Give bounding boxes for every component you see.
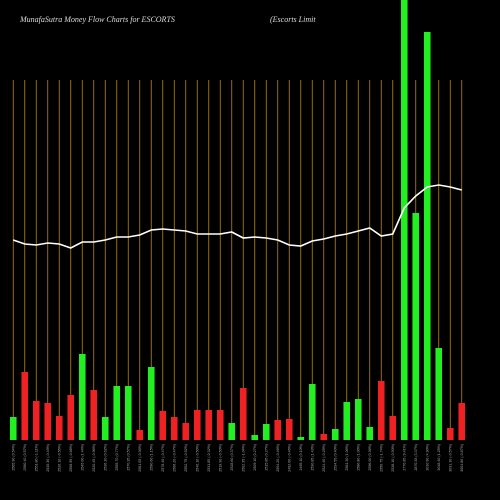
bar [320,434,328,440]
bar [205,410,213,440]
x-tick-label: 3031.10 (-0.57%) [448,444,452,472]
bar [32,401,40,440]
x-tick-label: 2519.30 (-0.50%) [218,444,222,472]
bar [400,0,408,440]
x-tick-label: 2524.40 (-0.25%) [322,444,326,472]
x-tick-label: 2555.70 (0.77%) [115,444,119,471]
x-tick-label: 2520.45 (-0.96%) [92,444,96,472]
bar [389,416,397,440]
bar [159,411,167,440]
bar [113,386,121,440]
x-tick-label: 2596.00 (0.36%) [368,444,372,471]
x-tick-label: 2552.75 (-0.52%) [184,444,188,472]
lines [12,184,462,249]
x-tick-label: 2566.20 (-0.47%) [172,444,176,472]
bars [9,0,466,440]
money-flow-line [12,184,462,249]
x-tick-label: 2504.20 (-0.46%) [276,444,280,472]
bar [44,403,52,440]
x-tick-label: 2870.35 (3.37%) [414,444,418,471]
x-tick-label: 2561.05 (-0.36%) [138,444,142,472]
x-tick-label: 2530.85 (1.43%) [310,444,314,471]
chart-subtitle: (Escorts Limit [270,15,316,24]
x-tick-label: 2540.30 (-0.45%) [46,444,50,472]
bar [124,386,132,440]
x-tick-label: 2580.40 (0.57%) [23,444,27,471]
x-tick-label: 2495.10 (0.10%) [299,444,303,471]
bar [331,429,339,440]
x-tick-label: 2531.85 (-0.32%) [207,444,211,472]
bar [423,32,431,440]
x-tick-label: 2565.90 (0.54%) [11,444,15,471]
x-tick-label: 2550.75 (-1.74%) [379,444,383,472]
bar [446,428,454,440]
x-tick-label: 2586.80 (1.00%) [356,444,360,471]
x-tick-label: 2776.85 (9.41%) [402,444,406,471]
bar [182,423,190,440]
x-tick-label: 2540.10 (-0.50%) [195,444,199,472]
x-tick-label: 2515.85 (0.27%) [264,444,268,471]
x-tick-label: 2526.10 (-0.56%) [57,444,61,472]
bar [412,213,420,440]
bar [308,384,316,440]
bar [136,430,144,440]
x-tick-label: 2551.80 (-1.11%) [34,444,38,472]
x-tick-label: 2590.60 (1.15%) [149,444,153,471]
x-tick-label: 3010.90 (4.90%) [425,444,429,471]
bar [9,417,17,440]
x-tick-label: 2509.10 (0.27%) [253,444,257,471]
bar [170,417,178,440]
labels: 2565.90 (0.54%) 2580.40 (0.57%) 2551.80 (-… [11,444,464,472]
bar [90,390,98,440]
bar [147,367,155,440]
bar [262,424,270,440]
bar [354,399,362,440]
bar [55,416,63,440]
x-tick-label: 3048.40 (1.25%) [437,444,441,471]
bar [78,354,86,440]
x-tick-label: 2578.40 (-0.47%) [161,444,165,472]
chart-title: MunafaSutra Money Flow Charts for ESCORT… [19,15,175,24]
bar [285,419,293,440]
x-tick-label: 2536.10 (0.62%) [103,444,107,471]
bar [251,435,259,440]
bar [228,423,236,440]
x-tick-label: 2545.00 (1.44%) [80,444,84,471]
x-tick-label: 2538.10 (-0.50%) [391,444,395,472]
x-tick-label: 2492.60 (-0.46%) [287,444,291,472]
bar [343,402,351,440]
bar [297,437,305,440]
x-tick-label: 2502.35 (-1.04%) [241,444,245,472]
bar [67,395,75,440]
x-tick-label: 2528.60 (0.37%) [230,444,234,471]
bar [435,348,443,440]
bar [101,417,109,440]
bar [274,420,282,440]
x-tick-label: 2534.55 (0.40%) [333,444,337,471]
bar [377,381,385,440]
bar [21,372,29,440]
bar [216,410,224,440]
x-tick-label: 2570.35 (0.57%) [126,444,130,471]
x-tick-label: 2561.30 (1.06%) [345,444,349,471]
x-tick-label: 3004.80 (-0.87%) [460,444,464,472]
bar [239,388,247,440]
bar [193,410,201,440]
bar [366,427,374,440]
x-tick-label: 2508.95 (-0.68%) [69,444,73,472]
bar [458,403,466,440]
